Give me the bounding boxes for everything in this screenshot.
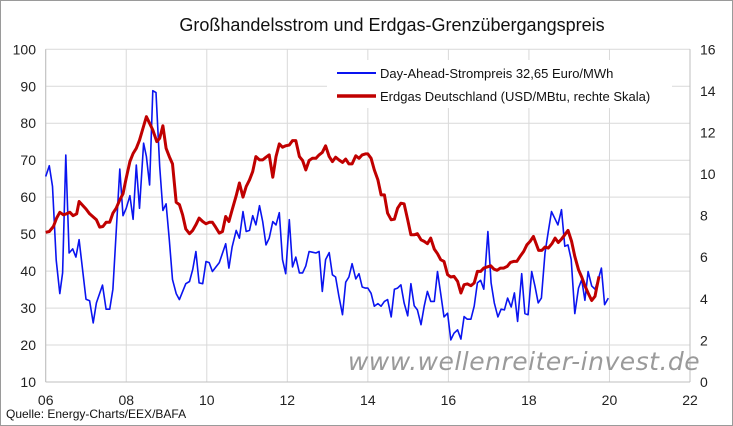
x-tick-label: 12 [280,392,296,408]
x-tick-label: 14 [360,392,376,408]
x-tick-label: 06 [38,392,54,408]
series-line-strompreis [44,89,609,341]
axes: 10 20 30 40 50 60 70 80 90 100 0 2 4 6 8 10 12 14 16 06 08 10… [13,41,716,408]
y-left-tick-label: 10 [20,374,36,390]
y-right-tick-label: 14 [700,83,716,99]
y-left-tick-label: 40 [20,263,36,279]
watermark: www.wellenreiter-invest.de [348,347,700,376]
y-left-tick-label: 70 [20,152,36,168]
source-note: Quelle: Energy-Charts/EEX/BAFA [6,407,186,421]
y-left-tick-label: 30 [20,300,36,316]
x-tick-label: 22 [682,392,698,408]
y-right-tick-label: 2 [700,332,708,348]
y-right-tick-label: 10 [700,166,716,182]
y-left-tick-label: 50 [20,226,36,242]
x-tick-label: 16 [441,392,457,408]
x-tick-label: 10 [199,392,215,408]
chart-title: Großhandelsstrom und Erdgas-Grenzübergan… [179,15,604,35]
legend-label-strom: Day-Ahead-Strompreis 32,65 Euro/MWh [380,66,613,81]
y-left-tick-label: 100 [13,41,37,57]
y-right-tick-label: 0 [700,374,708,390]
series-lines [44,89,609,341]
y-right-tick-label: 16 [700,41,716,57]
legend-background [327,60,672,108]
x-tick-label: 08 [118,392,134,408]
y-right-tick-label: 4 [700,291,708,307]
legend: Day-Ahead-Strompreis 32,65 Euro/MWh Erdg… [327,60,672,108]
legend-label-gas: Erdgas Deutschland (USD/MBtu, rechte Ska… [380,89,650,104]
y-left-tick-label: 60 [20,189,36,205]
y-right-tick-label: 8 [700,208,708,224]
x-tick-label: 20 [602,392,618,408]
y-right-tick-label: 12 [700,124,716,140]
y-left-tick-label: 20 [20,337,36,353]
x-tick-label: 18 [521,392,537,408]
y-right-tick-label: 6 [700,249,708,265]
y-left-tick-label: 90 [20,78,36,94]
y-left-tick-label: 80 [20,115,36,131]
series-line-erdgas [45,115,601,302]
